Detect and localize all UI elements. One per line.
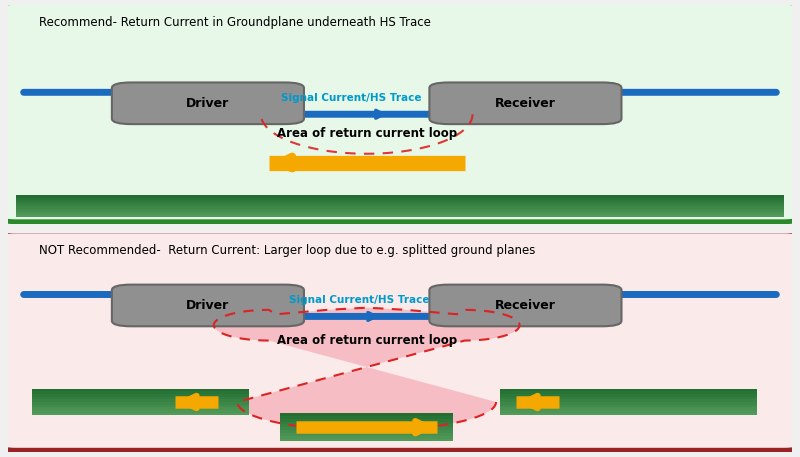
Text: Signal Current/HS Trace: Signal Current/HS Trace bbox=[289, 296, 429, 305]
Bar bbox=[500, 413, 757, 415]
Bar bbox=[281, 436, 453, 439]
Bar bbox=[281, 433, 453, 436]
Bar bbox=[16, 204, 784, 207]
Bar bbox=[16, 208, 784, 211]
Text: Driver: Driver bbox=[186, 299, 230, 312]
Bar bbox=[281, 416, 453, 419]
Bar bbox=[31, 392, 249, 394]
Text: Receiver: Receiver bbox=[495, 97, 556, 110]
Bar bbox=[16, 196, 784, 218]
Bar bbox=[500, 399, 757, 402]
Bar bbox=[500, 407, 757, 410]
Bar bbox=[500, 397, 757, 399]
Bar bbox=[31, 399, 249, 402]
Bar bbox=[500, 389, 757, 415]
Bar bbox=[31, 394, 249, 397]
FancyBboxPatch shape bbox=[112, 82, 304, 124]
Bar bbox=[16, 197, 784, 200]
Bar bbox=[31, 413, 249, 415]
Bar bbox=[500, 394, 757, 397]
Bar bbox=[16, 211, 784, 213]
Bar bbox=[500, 410, 757, 413]
Bar bbox=[281, 413, 453, 441]
Bar bbox=[500, 404, 757, 407]
Polygon shape bbox=[214, 308, 519, 430]
FancyBboxPatch shape bbox=[430, 285, 622, 326]
FancyBboxPatch shape bbox=[0, 231, 800, 450]
Bar bbox=[16, 213, 784, 215]
Bar bbox=[31, 389, 249, 415]
Text: Area of return current loop: Area of return current loop bbox=[277, 334, 457, 347]
Bar bbox=[281, 425, 453, 427]
FancyBboxPatch shape bbox=[112, 285, 304, 326]
Bar bbox=[500, 389, 757, 392]
Bar bbox=[281, 430, 453, 433]
Bar bbox=[500, 392, 757, 394]
Bar bbox=[281, 421, 453, 425]
Bar bbox=[31, 402, 249, 404]
Bar bbox=[16, 200, 784, 202]
Bar bbox=[281, 439, 453, 441]
FancyBboxPatch shape bbox=[0, 2, 800, 222]
FancyBboxPatch shape bbox=[430, 82, 622, 124]
Text: Signal Current/HS Trace: Signal Current/HS Trace bbox=[281, 93, 422, 103]
Bar bbox=[16, 196, 784, 197]
Bar bbox=[31, 389, 249, 392]
Bar bbox=[281, 413, 453, 416]
Bar bbox=[16, 202, 784, 204]
Bar bbox=[31, 397, 249, 399]
Bar bbox=[281, 427, 453, 430]
Text: NOT Recommended-  Return Current: Larger loop due to e.g. splitted ground planes: NOT Recommended- Return Current: Larger … bbox=[39, 244, 536, 257]
Text: Recommend- Return Current in Groundplane underneath HS Trace: Recommend- Return Current in Groundplane… bbox=[39, 16, 431, 28]
Bar bbox=[16, 215, 784, 218]
Bar bbox=[31, 404, 249, 407]
Bar bbox=[31, 410, 249, 413]
Bar bbox=[16, 207, 784, 208]
Bar bbox=[31, 407, 249, 410]
Bar bbox=[500, 402, 757, 404]
Text: Driver: Driver bbox=[186, 97, 230, 110]
Bar bbox=[281, 419, 453, 421]
Text: Area of return current loop: Area of return current loop bbox=[277, 128, 457, 140]
Text: Receiver: Receiver bbox=[495, 299, 556, 312]
